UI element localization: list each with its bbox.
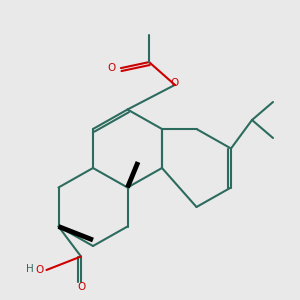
Text: O: O (77, 281, 85, 292)
Text: O: O (35, 265, 43, 275)
Text: H: H (26, 263, 34, 274)
Text: O: O (171, 78, 179, 88)
Text: O: O (107, 63, 116, 73)
